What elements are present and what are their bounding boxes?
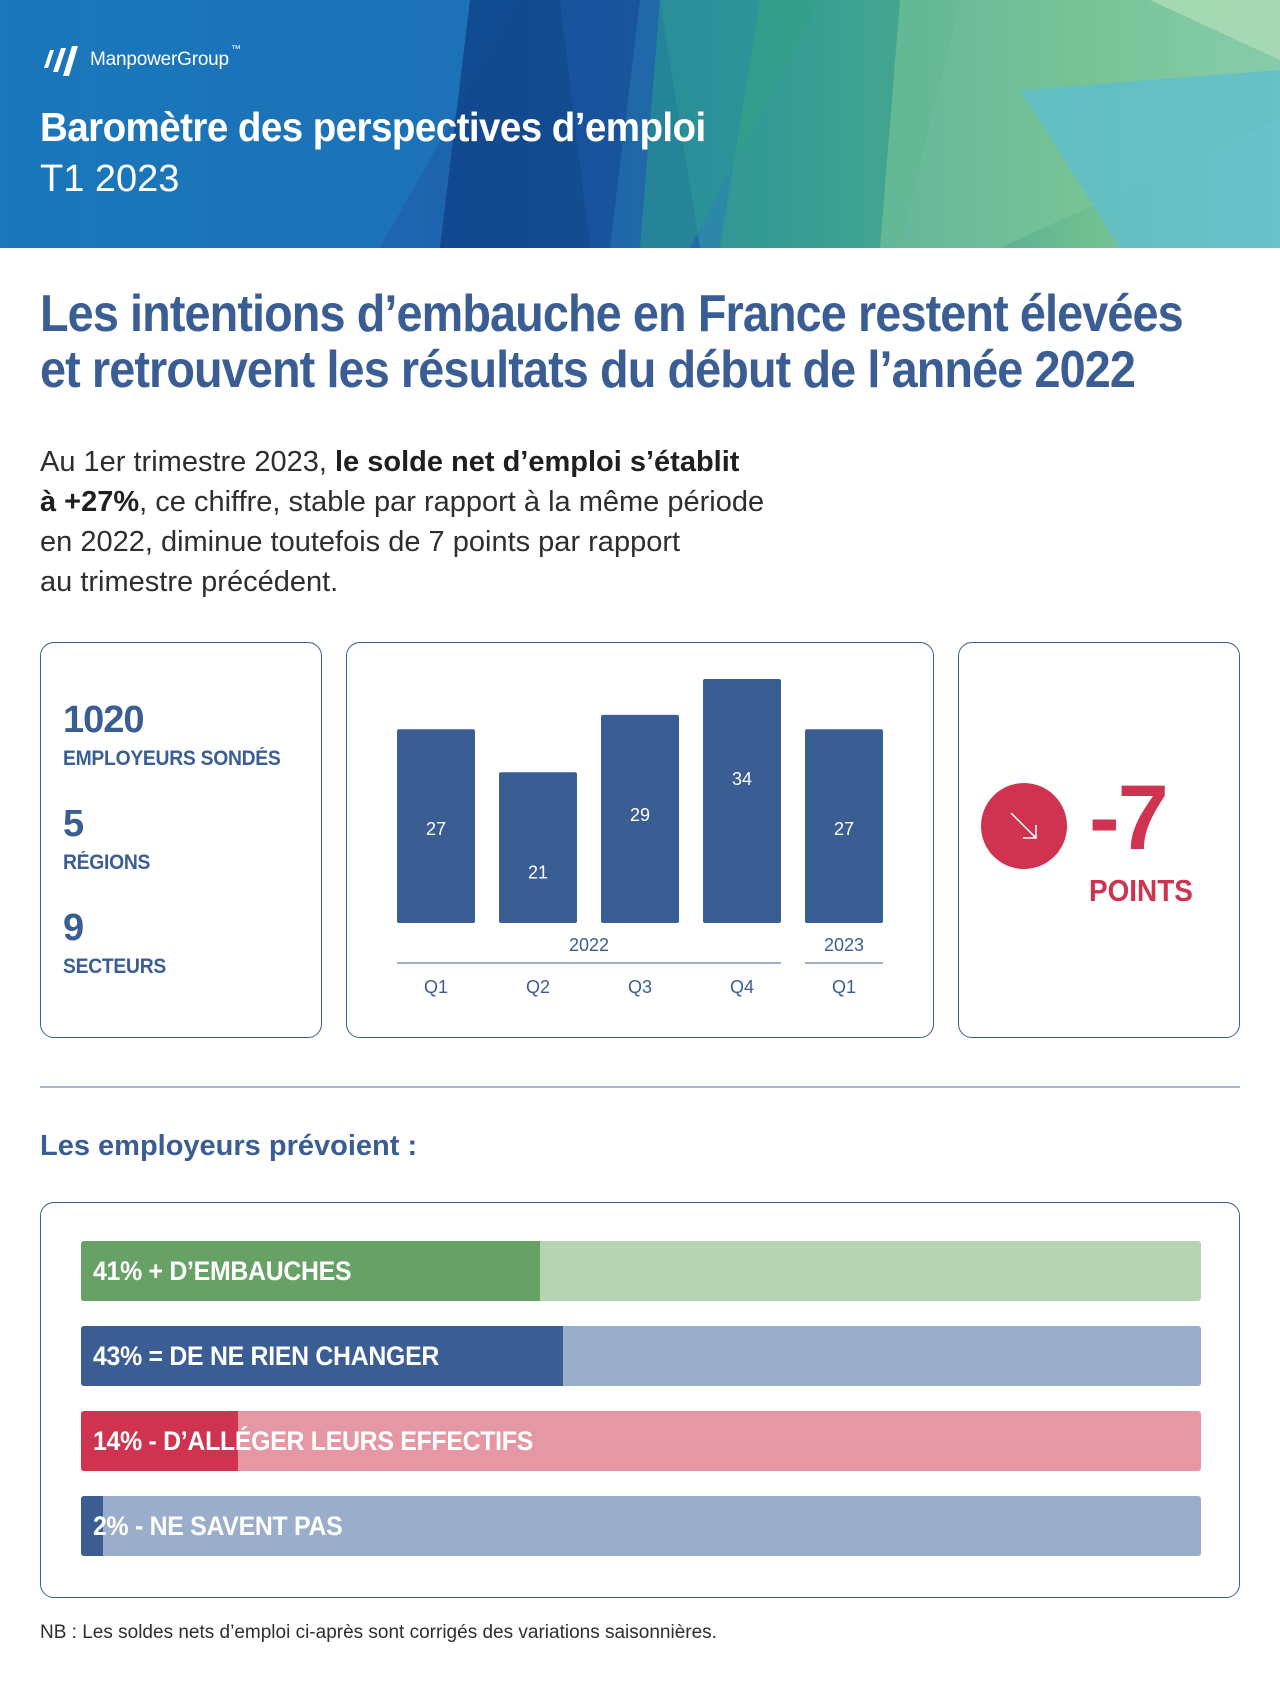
headline-line-1: Les intentions d’embauche en France rest…: [40, 285, 1184, 343]
intro-text-4: au trimestre précédent.: [40, 566, 339, 598]
brand-logo: ManpowerGroup ™: [40, 42, 241, 78]
chart-data-label: 27: [834, 819, 854, 839]
intro-text-3: en 2022, diminue toutefois de 7 points p…: [40, 526, 681, 558]
banner-background: [0, 0, 1280, 248]
change-value: -7: [1089, 767, 1169, 869]
report-period: T1 2023: [40, 158, 180, 200]
stat-sectors-label: SECTEURS: [63, 955, 166, 978]
chart-group-label: 2023: [824, 935, 864, 955]
forecast-bar-hire-more: 41% + D’EMBAUCHES: [81, 1241, 1201, 1301]
manpower-logo-icon: [44, 46, 78, 76]
net-employment-bar-chart: 27 Q1 21 Q2 29 Q3 34 Q4 27 Q1 2022 2023: [397, 679, 883, 997]
chart-bar: [601, 714, 679, 923]
chart-x-tick-label: Q2: [526, 977, 550, 997]
forecast-bar-label: 14% - D’ALLÉGER LEURS EFFECTIFS: [93, 1426, 533, 1456]
chart-data-label: 21: [528, 862, 548, 882]
chart-bar: [499, 772, 577, 923]
forecast-bar-reduce-staff: 14% - D’ALLÉGER LEURS EFFECTIFS: [81, 1411, 1201, 1471]
forecast-bar-fill: [81, 1326, 563, 1386]
forecast-bar-no-change: 43% = DE NE RIEN CHANGER: [81, 1326, 1201, 1386]
trademark-mark: ™: [230, 44, 241, 55]
forecast-bar-fill: [81, 1411, 238, 1471]
headline-line-2: et retrouvent les résultats du début de …: [40, 341, 1136, 399]
change-unit: POINTS: [1089, 873, 1193, 908]
section-divider: [40, 1086, 1240, 1088]
forecast-bar-dont-know: 2% - NE SAVENT PAS: [81, 1496, 1201, 1556]
report-title: Baromètre des perspectives d’emploi: [40, 104, 706, 150]
chart-group-label: 2022: [569, 935, 609, 955]
change-badge: [981, 783, 1067, 869]
chart-bar: [805, 729, 883, 923]
headline: Les intentions d’embauche en France rest…: [40, 285, 1184, 399]
forecast-panel: 41% + D’EMBAUCHES 43% = DE NE RIEN CHANG…: [40, 1202, 1240, 1598]
chart-bar: [703, 679, 781, 923]
chart-bar: [397, 729, 475, 923]
intro-text-1: Au 1er trimestre 2023,: [40, 446, 335, 478]
chart-data-label: 27: [426, 819, 446, 839]
arrow-down-right-icon: [1010, 812, 1037, 839]
intro-text-2: , ce chiffre, stable par rapport à la mê…: [139, 486, 765, 518]
forecast-bar-fill: [81, 1241, 541, 1301]
intro-bold-2: à +27%: [40, 486, 140, 518]
stat-employers-value: 1020: [63, 699, 145, 741]
quarter-change-panel: -7 POINTS: [958, 642, 1240, 1038]
forecast-bar-label: 41% + D’EMBAUCHES: [93, 1256, 352, 1286]
chart-data-label: 29: [630, 805, 650, 825]
stat-regions-label: RÉGIONS: [63, 851, 151, 874]
intro-paragraph: Au 1er trimestre 2023, le solde net d’em…: [40, 442, 900, 602]
brand-name: ManpowerGroup: [90, 49, 229, 70]
stat-sectors-value: 9: [63, 907, 84, 949]
forecast-section-title: Les employeurs prévoient :: [40, 1130, 418, 1162]
footnote: NB : Les soldes nets d’emploi ci-après s…: [40, 1622, 717, 1643]
chart-x-tick-label: Q1: [832, 977, 856, 997]
stat-regions-value: 5: [63, 803, 84, 845]
intro-bold-1: le solde net d’emploi s’établit: [334, 446, 740, 478]
forecast-bar-label: 2% - NE SAVENT PAS: [93, 1511, 343, 1541]
net-employment-chart-panel: 27 Q1 21 Q2 29 Q3 34 Q4 27 Q1 2022 2023: [346, 642, 934, 1038]
stats-panel: 1020 EMPLOYEURS SONDÉS 5 RÉGIONS 9 SECTE…: [40, 642, 322, 1038]
chart-data-label: 34: [732, 769, 752, 789]
chart-x-tick-label: Q3: [628, 977, 652, 997]
stat-employers-label: EMPLOYEURS SONDÉS: [63, 747, 281, 770]
forecast-bar-label: 43% = DE NE RIEN CHANGER: [93, 1341, 440, 1371]
forecast-bar-fill: [81, 1496, 104, 1556]
header-banner: ManpowerGroup ™ Baromètre des perspectiv…: [0, 0, 1280, 248]
chart-x-tick-label: Q4: [730, 977, 754, 997]
chart-x-tick-label: Q1: [424, 977, 448, 997]
